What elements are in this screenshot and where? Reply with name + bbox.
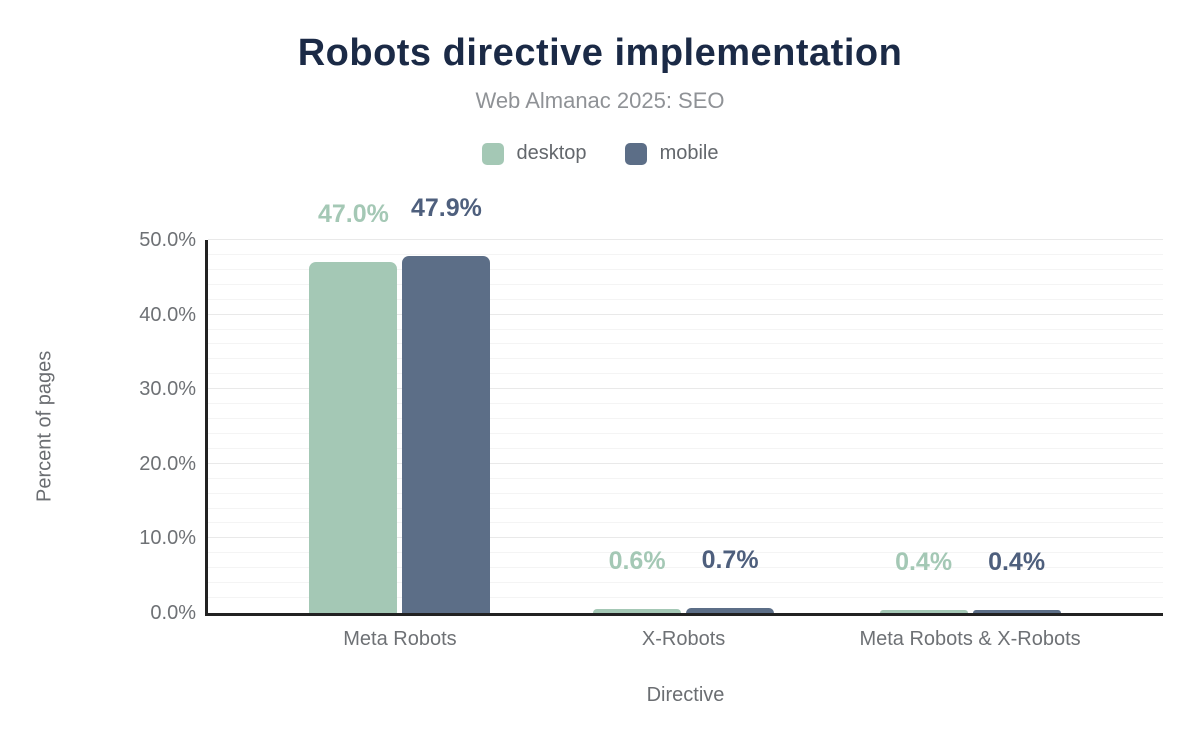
minor-gridline [208, 507, 1163, 509]
desktop-series-swatch [481, 142, 504, 165]
x-category-label: X-Robots [641, 628, 726, 650]
y-tick-label: 10.0% [139, 527, 196, 550]
minor-gridline [208, 343, 1163, 345]
legend: desktop mobile [0, 142, 1200, 165]
value-label-desktop: 0.4% [895, 548, 953, 577]
minor-gridline [208, 492, 1163, 494]
minor-gridline [208, 283, 1163, 285]
y-tick-label: 40.0% [139, 303, 196, 326]
x-axis-title: Directive [646, 684, 725, 706]
y-axis-tick-labels: 0.0% 10.0% 20.0% 30.0% 40.0% 50.0% [0, 229, 196, 624]
y-tick-label: 20.0% [139, 452, 196, 475]
minor-gridline [208, 597, 1163, 599]
minor-gridline [208, 358, 1163, 360]
value-label-mobile: 47.9% [411, 193, 482, 222]
legend-label-mobile: mobile [659, 142, 719, 164]
y-tick-label: 50.0% [139, 229, 196, 251]
minor-gridline [208, 582, 1163, 584]
major-gridline [208, 239, 1163, 240]
x-axis-category-labels: Meta Robots X-Robots Meta Robots & X-Robot… [208, 628, 1163, 656]
mobile-series-swatch [624, 142, 647, 165]
bar-mobile-x-robots [686, 607, 775, 613]
value-label-mobile: 0.7% [701, 545, 759, 574]
bar-desktop-x-robots [593, 608, 682, 613]
minor-gridline [208, 403, 1163, 405]
plot-area: 47.0% 47.9% 0.6% 0.7% 0.4% 0.4% [205, 194, 1163, 616]
value-label-desktop: 47.0% [318, 200, 389, 229]
minor-gridline [208, 328, 1163, 330]
major-gridline [208, 462, 1163, 464]
value-label-mobile: 0.4% [988, 548, 1046, 577]
minor-gridline [208, 268, 1163, 270]
chart-subtitle: Web Almanac 2025: SEO [475, 88, 725, 113]
minor-gridline [208, 477, 1163, 479]
bar-desktop-meta-robots-x-robots [879, 610, 968, 613]
major-gridline [208, 537, 1163, 539]
bar-mobile-meta-robots [402, 255, 491, 613]
y-tick-label: 0.0% [150, 602, 196, 624]
minor-gridline [208, 298, 1163, 300]
x-category-label: Meta Robots [343, 628, 457, 650]
x-category-label: Meta Robots & X-Robots [859, 628, 1081, 650]
bar-desktop-meta-robots [309, 262, 398, 613]
y-tick-label: 30.0% [139, 378, 196, 401]
legend-item-mobile: mobile [624, 142, 719, 165]
legend-label-desktop: desktop [516, 142, 587, 164]
minor-gridline [208, 432, 1163, 434]
minor-gridline [208, 567, 1163, 569]
minor-gridline [208, 552, 1163, 554]
minor-gridline [208, 418, 1163, 420]
value-label-desktop: 0.6% [608, 546, 666, 575]
major-gridline [208, 388, 1163, 390]
bar-mobile-meta-robots-x-robots [972, 610, 1061, 613]
minor-gridline [208, 522, 1163, 524]
minor-gridline [208, 253, 1163, 255]
major-gridline [208, 313, 1163, 315]
minor-gridline [208, 373, 1163, 375]
legend-item-desktop: desktop [481, 142, 587, 165]
minor-gridline [208, 447, 1163, 449]
chart-title: Robots directive implementation [297, 32, 903, 74]
